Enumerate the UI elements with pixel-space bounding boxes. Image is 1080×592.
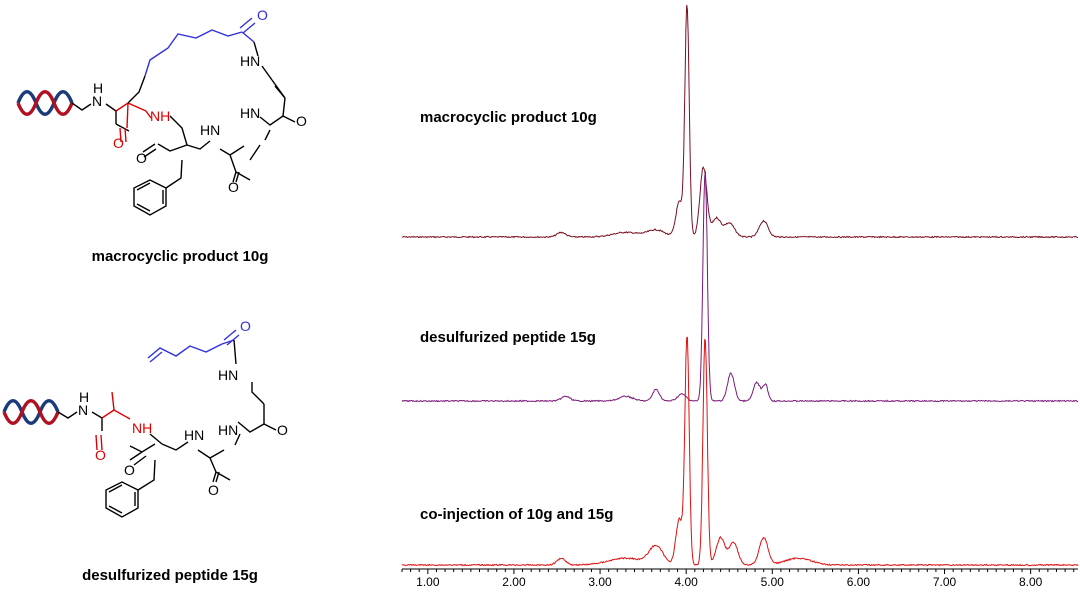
- atom-o-2: O: [228, 179, 239, 195]
- x-tick-label: 3.00: [588, 575, 612, 589]
- atom-hn-2: HN: [240, 105, 260, 121]
- atom-o-3: O: [277, 422, 288, 438]
- x-tick-label: 2.00: [502, 575, 526, 589]
- atom-o-1: O: [124, 462, 135, 478]
- atom-h-linker: H: [79, 389, 89, 405]
- molecule-2-caption: desulfurized peptide 15g: [82, 567, 258, 584]
- x-tick-label: 6.00: [847, 575, 871, 589]
- structure-desulfurized-peptide-15g: N H O NH O HN HN HN O O O: [2, 318, 288, 518]
- trace-3: [401, 336, 1079, 567]
- trace-2: [401, 171, 1079, 403]
- trace-label-3: co-injection of 10g and 15g: [420, 506, 613, 523]
- atom-o-blue: O: [257, 7, 268, 23]
- hplc-chromatogram-chart: macrocyclic product 10g desulfurized pept…: [401, 4, 1079, 589]
- x-tick-label: 7.00: [933, 575, 957, 589]
- x-tick-label: 5.00: [761, 575, 785, 589]
- atom-hn-1: HN: [240, 53, 260, 69]
- atom-o-3: O: [296, 113, 307, 129]
- trace-label-2: desulfurized peptide 15g: [420, 329, 596, 346]
- atom-hn-2: HN: [218, 422, 238, 438]
- x-tick-label: 1.00: [416, 575, 440, 589]
- atom-nh-red: NH: [132, 420, 152, 436]
- atom-nh-red: NH: [150, 108, 170, 124]
- atom-o-2: O: [208, 482, 219, 498]
- structure-macrocyclic-product-10g: N H O NH O HN HN HN O O O: [16, 7, 307, 216]
- atom-hn-1: HN: [218, 367, 238, 383]
- atom-o-blue: O: [240, 318, 251, 334]
- dna-helix-icon: [16, 90, 74, 116]
- atom-hn-3: HN: [200, 122, 220, 138]
- atom-n-linker: N: [92, 93, 102, 109]
- trace-label-1: macrocyclic product 10g: [420, 109, 597, 126]
- atom-hn-3: HN: [184, 427, 204, 443]
- x-tick-label: 8.00: [1019, 575, 1043, 589]
- atom-o-red: O: [95, 447, 106, 463]
- atom-o-1: O: [136, 150, 147, 166]
- atom-h-linker: H: [93, 80, 103, 96]
- trace-1: [401, 4, 1079, 239]
- x-tick-label: 4.00: [674, 575, 698, 589]
- atom-n-linker: N: [78, 402, 88, 418]
- molecule-1-caption: macrocyclic product 10g: [91, 248, 269, 265]
- atom-o-red: O: [113, 135, 124, 151]
- dna-helix-icon: [2, 399, 60, 425]
